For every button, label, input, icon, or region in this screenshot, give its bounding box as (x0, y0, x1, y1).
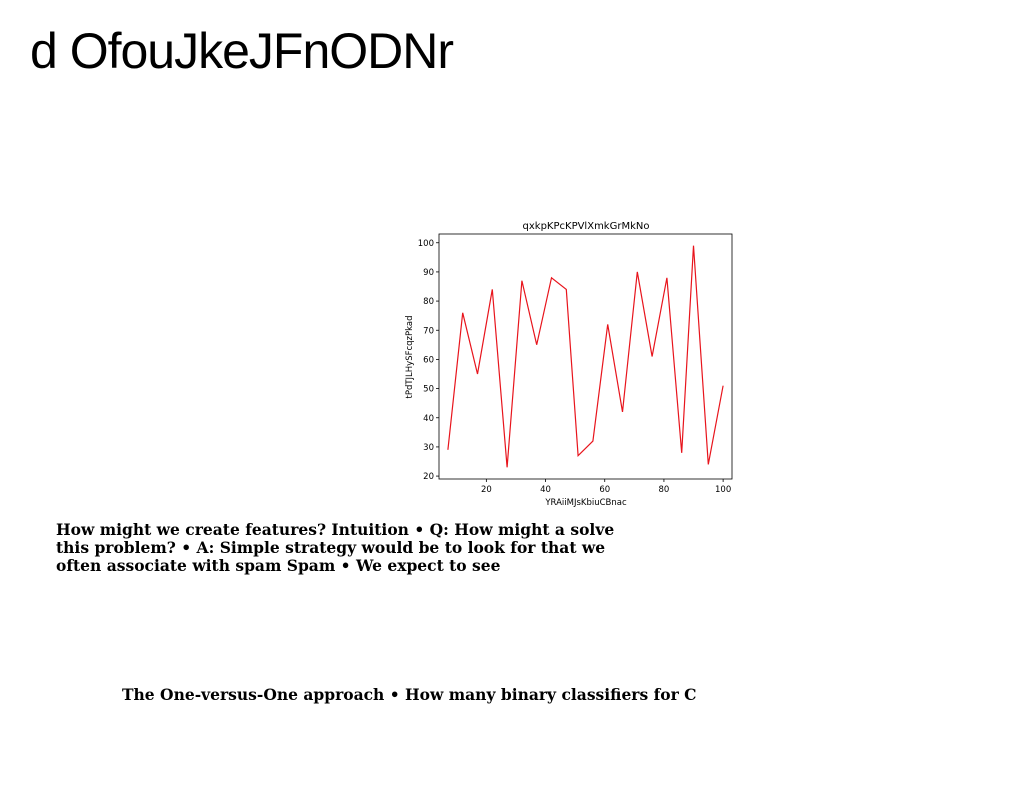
y-tick-label: 60 (423, 355, 434, 365)
y-tick-label: 80 (423, 297, 434, 307)
x-axis: 20 40 60 80 100 (481, 479, 731, 495)
footer-text: The One-versus-One approach • How many b… (122, 685, 697, 704)
plot-area-frame (438, 233, 733, 480)
y-tick-label: 30 (423, 443, 434, 453)
x-axis-label: YRAiiMJsKbiuCBnac (544, 498, 627, 508)
x-tick-label: 60 (599, 485, 610, 495)
y-axis-label: tPdTJLHySFcqzPkad (405, 315, 415, 398)
x-tick-label: 100 (715, 485, 731, 495)
body-paragraph: How might we create features? Intuition … (56, 520, 615, 575)
y-tick-label: 20 (423, 472, 434, 482)
y-tick-label: 70 (423, 326, 434, 336)
data-series-line (447, 245, 724, 468)
line-chart: qxkpKPcKPVlXmkGrMkNo 20 30 40 50 60 70 80 90 100… (398, 214, 743, 514)
y-axis: 20 30 40 50 60 70 80 90 100 (418, 239, 439, 482)
y-tick-label: 90 (423, 268, 434, 278)
x-tick-label: 80 (659, 485, 670, 495)
slide-title: d OfouJkeJFnODNr (30, 23, 454, 79)
x-tick-label: 20 (481, 485, 492, 495)
chart-title: qxkpKPcKPVlXmkGrMkNo (523, 221, 650, 232)
y-tick-label: 40 (423, 414, 434, 424)
y-tick-label: 50 (423, 385, 434, 395)
y-tick-label: 100 (418, 239, 434, 249)
chart-svg: qxkpKPcKPVlXmkGrMkNo 20 30 40 50 60 70 80 90 100… (405, 221, 733, 508)
x-tick-label: 40 (540, 485, 551, 495)
